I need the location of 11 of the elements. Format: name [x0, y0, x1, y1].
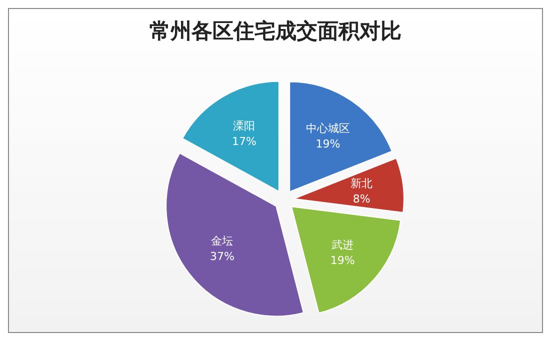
slice-label: 中心城区	[306, 122, 350, 136]
slice-label: 新北	[350, 176, 373, 190]
data-label: 19%	[316, 137, 340, 150]
chart-title: 常州各区住宅成交面积对比	[148, 17, 402, 45]
data-label: 8%	[352, 192, 370, 206]
data-label: 17%	[232, 134, 256, 148]
slice-label: 溧阳	[233, 119, 256, 132]
slice-label: 金坛	[211, 234, 234, 248]
data-label: 19%	[330, 254, 355, 267]
slice-label: 武进	[332, 238, 354, 252]
data-label: 37%	[210, 250, 234, 264]
